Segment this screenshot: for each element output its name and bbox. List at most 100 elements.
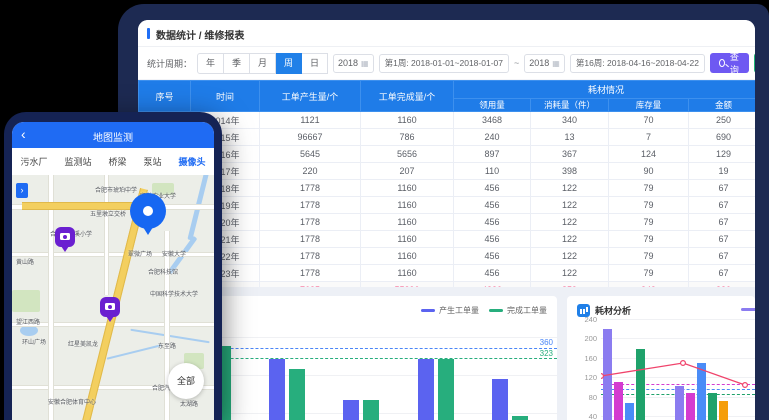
consumable-bar[interactable] xyxy=(675,386,684,420)
map-label: 中国科学技术大学 xyxy=(150,292,199,298)
legend-item[interactable]: 产生工单量 xyxy=(421,305,479,316)
road xyxy=(12,252,214,257)
legend-swatch xyxy=(489,309,503,312)
phone-tab[interactable]: 泵站 xyxy=(143,157,162,167)
consumable-bar[interactable] xyxy=(614,382,623,420)
week-to-input[interactable]: 第16周: 2018-04-16~2018-04-22 xyxy=(569,53,705,73)
calendar-icon: ▦ xyxy=(552,58,560,68)
clipped-legend-swatch xyxy=(741,308,755,311)
phone-tab[interactable]: 监测站 xyxy=(64,157,92,167)
period-option[interactable]: 年 xyxy=(197,52,225,74)
map-label: 望江西路 xyxy=(16,320,41,326)
map-label: 东至路 xyxy=(158,344,177,350)
completed-bar[interactable] xyxy=(511,416,528,420)
consumable-bar[interactable] xyxy=(636,349,645,420)
camera-pin[interactable] xyxy=(100,297,120,322)
park-area xyxy=(12,290,40,312)
consumables-chart-panel: 耗材分析 240 200 160 120 80 40 xyxy=(567,296,755,420)
consumable-bar[interactable] xyxy=(697,363,706,420)
created-bar[interactable] xyxy=(491,379,508,420)
map-label: 黄山路 xyxy=(16,260,35,266)
sub-header-1: 领用量 xyxy=(453,98,531,112)
search-icon xyxy=(718,59,725,67)
bar-chart-icon xyxy=(577,304,590,317)
col-header-time: 时间 xyxy=(190,80,260,112)
phone-tab[interactable]: 摄像头 xyxy=(178,157,206,167)
created-bar[interactable] xyxy=(269,359,286,420)
completed-bar[interactable] xyxy=(289,369,306,420)
consumable-bar[interactable] xyxy=(686,393,695,420)
map-label: 安徽大学 xyxy=(162,252,187,258)
creek xyxy=(106,344,162,360)
chart-title-row: 耗材分析 xyxy=(577,304,631,317)
consumable-bar[interactable] xyxy=(708,393,717,420)
consumable-bar[interactable] xyxy=(625,403,634,420)
breadcrumb-bar: 数据统计 / 维修报表 xyxy=(138,20,755,47)
charts-section: 产生工单量 完成工单量 360 3 xyxy=(138,287,755,420)
y-axis-tick: 40 xyxy=(588,412,597,420)
breadcrumb-accent xyxy=(147,28,150,39)
legend-item[interactable]: 完成工单量 xyxy=(489,305,547,316)
y-axis-tick: 120 xyxy=(584,373,597,382)
consumable-bar[interactable] xyxy=(719,401,728,420)
col-header-created: 工单产生量/个 xyxy=(259,80,361,112)
calendar-icon: ▦ xyxy=(361,58,369,68)
bar-group xyxy=(269,359,306,420)
period-option[interactable]: 季 xyxy=(224,52,251,74)
year-to-value: 2018 xyxy=(529,58,550,68)
year-from-select[interactable]: 2018 ▦ xyxy=(333,53,374,73)
year-from-value: 2018 xyxy=(338,58,359,68)
map-label: 环山广场 xyxy=(22,340,47,346)
range-tilde: ~ xyxy=(513,58,520,68)
phone-header: ‹ 地图监测 xyxy=(12,122,214,148)
year-to-select[interactable]: 2018 ▦ xyxy=(524,53,565,73)
phone-tab[interactable]: 污水厂 xyxy=(20,157,48,167)
gridline xyxy=(601,377,755,378)
col-header-completed: 工单完成量/个 xyxy=(360,80,454,112)
created-bar[interactable] xyxy=(417,359,434,420)
reference-line-360 xyxy=(146,348,557,349)
completed-bar[interactable] xyxy=(437,359,454,420)
phone-tab[interactable]: 桥梁 xyxy=(108,157,127,167)
road xyxy=(164,231,170,420)
camera-pin[interactable] xyxy=(55,227,75,252)
reference-line-magenta xyxy=(601,384,755,385)
selected-marker-pin[interactable] xyxy=(130,193,166,235)
completed-bar[interactable] xyxy=(363,400,380,420)
map-label: 合肥市琥珀中学 xyxy=(95,188,138,194)
created-bar[interactable] xyxy=(343,400,360,420)
show-all-button[interactable]: 全部 xyxy=(168,363,204,399)
period-option[interactable]: 月 xyxy=(250,52,277,74)
period-option[interactable]: 日 xyxy=(302,52,329,74)
map-label: 合肥科技馆 xyxy=(148,270,179,276)
week-from-input[interactable]: 第1周: 2018-01-01~2018-01-07 xyxy=(378,53,509,73)
export-excel-button[interactable]: ↓ 导出Excel xyxy=(753,53,755,73)
period-segmented-control: 年 季 月 周 日 xyxy=(197,52,329,74)
trend-line xyxy=(601,359,749,388)
dashboard-window: 数据统计 / 维修报表 统计周期： 年 季 月 周 日 2018 ▦ xyxy=(138,20,755,420)
legend-label: 完成工单量 xyxy=(507,306,547,315)
search-button[interactable]: 查询 xyxy=(709,52,749,75)
consumables-chart-plot xyxy=(601,318,755,420)
map-view[interactable]: 合肥市琥珀中学 安徽农业大学 五里墩立交桥 合肥市宁溪小学 翠微广场 安徽大学 … xyxy=(12,175,214,420)
camera-icon xyxy=(105,303,115,310)
map-label: 太湖路 xyxy=(180,402,199,408)
legend-swatch xyxy=(421,309,435,312)
map-expander-button[interactable]: › xyxy=(16,183,28,198)
road xyxy=(104,175,109,295)
period-label: 统计周期： xyxy=(147,58,193,69)
pond xyxy=(20,325,38,336)
phone-mockup: ‹ 地图监测 污水厂 监测站 桥梁 泵站 摄像头 xyxy=(4,112,222,420)
gridline xyxy=(146,375,557,376)
bar-group xyxy=(343,400,380,420)
back-icon[interactable]: ‹ xyxy=(21,126,26,142)
period-option[interactable]: 周 xyxy=(276,52,303,74)
phone-tab-bar: 污水厂 监测站 桥梁 泵站 摄像头 xyxy=(12,148,214,176)
